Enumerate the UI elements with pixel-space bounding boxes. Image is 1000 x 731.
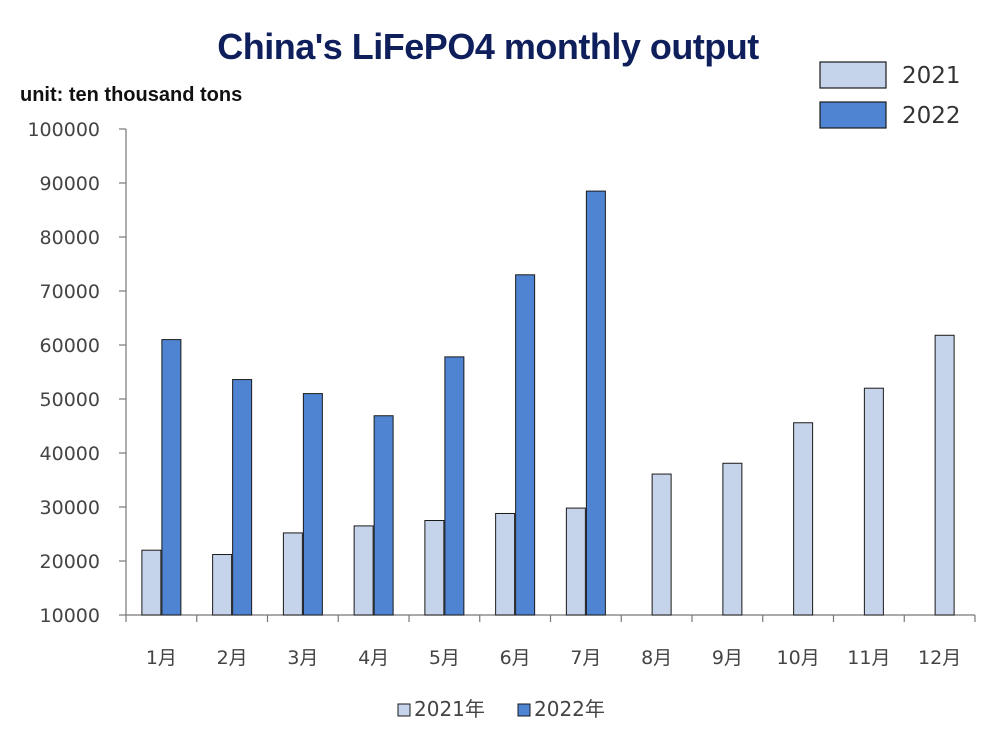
bottom-legend-swatch-2021 xyxy=(397,703,411,717)
bottom-legend-label-2022: 2022年 xyxy=(534,697,605,721)
bar-2021 xyxy=(141,549,162,616)
unit-label: unit: ten thousand tons xyxy=(20,84,243,106)
bar-2021 xyxy=(424,520,445,616)
x-tick-label: 6月 xyxy=(500,647,531,669)
bar-2021 xyxy=(353,525,374,616)
x-tick-label: 9月 xyxy=(712,647,743,669)
y-tick-label: 40000 xyxy=(40,443,100,465)
x-tick-label: 10月 xyxy=(777,647,820,669)
x-tick-label: 1月 xyxy=(146,647,177,669)
bar-2022 xyxy=(161,339,182,616)
chart-title: China's LiFePO4 monthly output xyxy=(217,26,759,67)
x-tick-label: 5月 xyxy=(429,647,460,669)
legend-swatch-2022 xyxy=(819,101,887,129)
bar-2021 xyxy=(722,462,743,616)
legend-label-2022: 2022 xyxy=(902,103,961,129)
bottom-legend-label-2021: 2021年 xyxy=(414,697,485,721)
y-tick-label: 70000 xyxy=(40,281,100,303)
bar-2021 xyxy=(565,507,586,616)
y-tick-label: 10000 xyxy=(40,605,100,627)
x-tick-label: 11月 xyxy=(847,647,890,669)
bar-2021 xyxy=(212,554,233,616)
bar-2021 xyxy=(863,387,884,616)
y-tick-label: 90000 xyxy=(40,173,100,195)
legend-label-2021: 2021 xyxy=(902,63,961,89)
bar-2022 xyxy=(232,379,253,616)
y-tick-label: 20000 xyxy=(40,551,100,573)
legend-swatch-2021 xyxy=(819,61,887,89)
y-tick-label: 30000 xyxy=(40,497,100,519)
x-tick-label: 3月 xyxy=(287,647,318,669)
x-tick-label: 4月 xyxy=(358,647,389,669)
x-tick-label: 7月 xyxy=(570,647,601,669)
bar-2021 xyxy=(495,512,516,616)
x-tick-label: 2月 xyxy=(217,647,248,669)
bar-2021 xyxy=(793,422,814,616)
bottom-legend-swatch-2022 xyxy=(517,703,531,717)
bar-2022 xyxy=(585,190,606,616)
bar-2022 xyxy=(373,415,394,616)
bar-2022 xyxy=(302,393,323,616)
y-tick-label: 60000 xyxy=(40,335,100,357)
bar-2021 xyxy=(934,334,955,616)
x-tick-label: 12月 xyxy=(918,647,961,669)
y-tick-label: 50000 xyxy=(40,389,100,411)
bar-2022 xyxy=(515,274,536,616)
y-tick-label: 100000 xyxy=(27,119,100,141)
x-tick-label: 8月 xyxy=(641,647,672,669)
bar-2021 xyxy=(651,473,672,616)
y-tick-label: 80000 xyxy=(40,227,100,249)
bar-2022 xyxy=(444,356,465,616)
bar-2021 xyxy=(282,532,303,616)
